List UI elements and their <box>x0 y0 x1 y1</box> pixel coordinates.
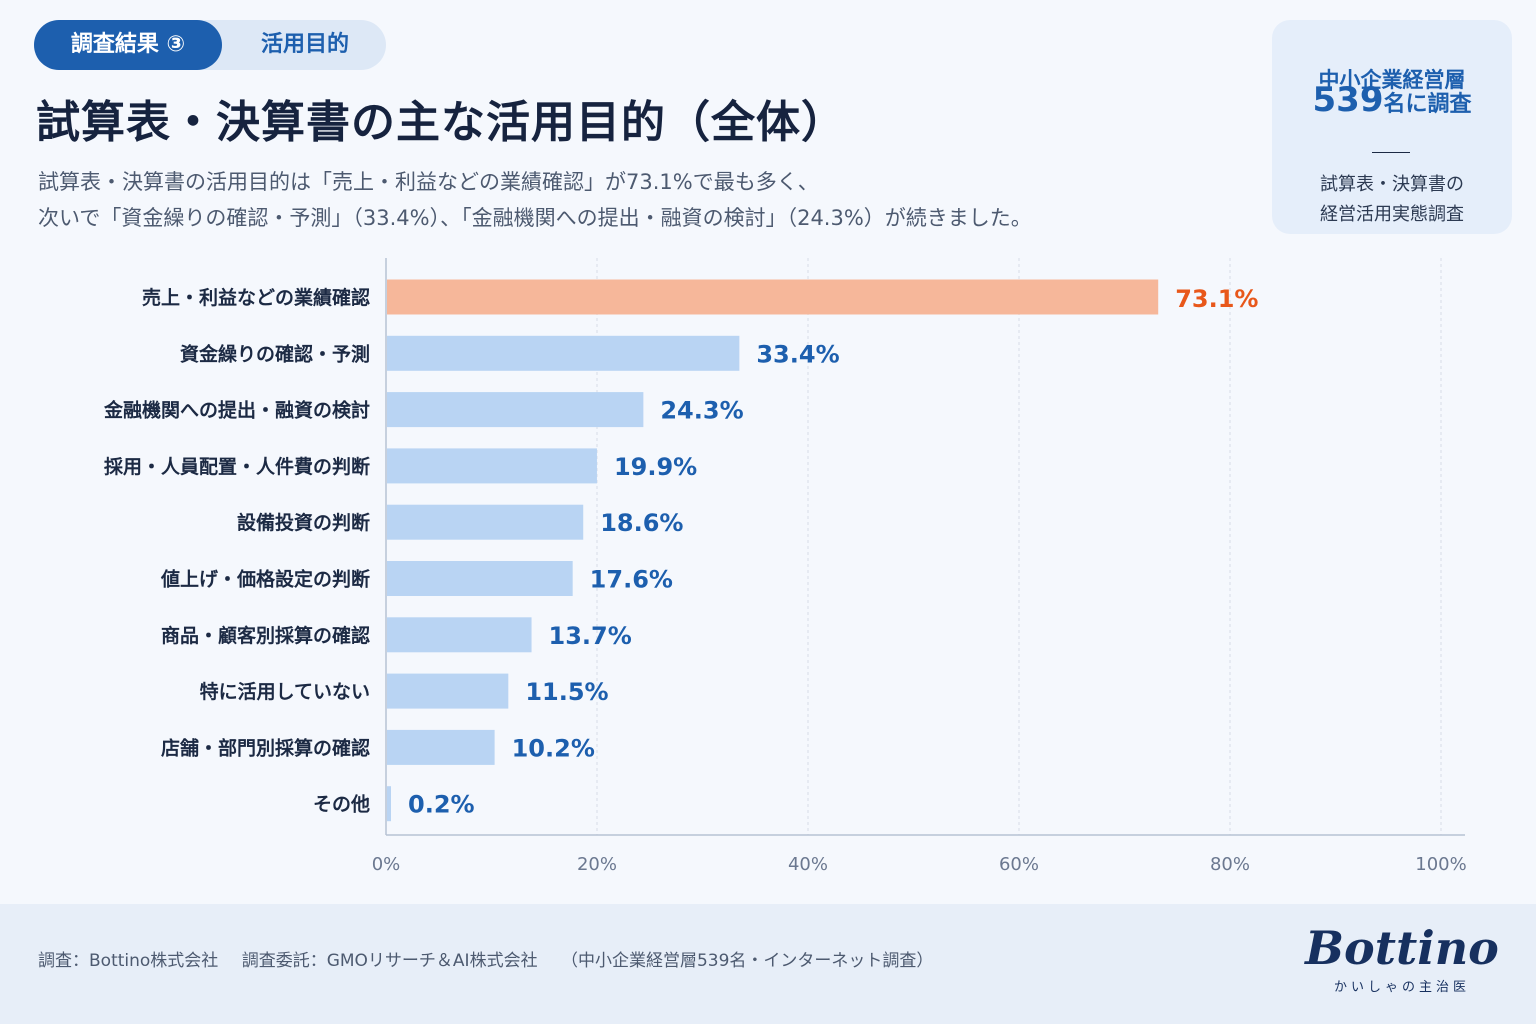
survey-divider <box>1372 152 1410 153</box>
x-tick-label: 40% <box>788 854 828 875</box>
subtitle-line-2: 次いで「資金繰りの確認・予測」（33.4%）、「金融機関への提出・融資の検討」（… <box>38 206 1032 230</box>
footer-credits: 調査：Bottino株式会社 調査委託：GMOリサーチ＆AI株式会社 （中小企業… <box>38 946 951 971</box>
header-tabs: 調査結果 ③ 活用目的 <box>34 20 386 70</box>
brand-tagline: かいしゃの主治医 <box>1333 980 1470 995</box>
category-label: 設備投資の判断 <box>237 511 370 534</box>
value-label: 10.2% <box>512 734 595 762</box>
value-label: 0.2% <box>408 791 475 819</box>
survey-count-suffix: 名に調査 <box>1383 92 1472 117</box>
x-tick-label: 60% <box>999 854 1039 875</box>
bar[interactable] <box>387 392 644 428</box>
tab-survey-result[interactable]: 調査結果 ③ <box>34 20 222 70</box>
value-label: 18.6% <box>600 509 683 537</box>
value-label: 11.5% <box>525 678 608 706</box>
bar[interactable] <box>387 504 584 540</box>
bar[interactable] <box>387 729 495 765</box>
bar[interactable] <box>387 617 532 653</box>
survey-count: 539 <box>1312 80 1384 120</box>
tab-purpose[interactable]: 活用目的 <box>260 32 349 57</box>
survey-count-line: 539名に調査 <box>1272 80 1512 120</box>
survey-title: 試算表・決算書の 経営活用実態調査 <box>1272 170 1512 230</box>
chart-labels: 0% 20% 40% 60% 80% 100% 売上・利益などの業績確認 73.1% 資金繰りの… <box>103 285 1467 875</box>
footer-commission: 調査委託：GMOリサーチ＆AI株式会社 <box>241 951 538 971</box>
brand-name: Bottino <box>1305 921 1499 975</box>
brand-logo[interactable]: Bottino かいしゃの主治医 <box>1300 922 1504 995</box>
x-tick-label: 100% <box>1415 854 1466 875</box>
bar[interactable] <box>387 786 391 822</box>
category-label: 店舗・部門別採算の確認 <box>161 736 370 759</box>
value-label: 13.7% <box>549 622 632 650</box>
x-tick-label: 80% <box>1210 854 1250 875</box>
bar[interactable] <box>387 561 573 596</box>
chart-bars <box>387 279 1159 822</box>
bar[interactable] <box>387 335 740 371</box>
survey-info-box: 中小企業経営層 539名に調査 試算表・決算書の 経営活用実態調査 <box>1272 20 1512 234</box>
category-label: 採用・人員配置・人件費の判断 <box>104 455 370 478</box>
bar[interactable] <box>387 673 509 709</box>
category-label: 値上げ・価格設定の判断 <box>160 568 370 591</box>
survey-title-line-1: 試算表・決算書の <box>1320 174 1464 195</box>
category-label: 金融機関への提出・融資の検討 <box>103 399 370 422</box>
survey-title-line-2: 経営活用実態調査 <box>1320 204 1464 225</box>
footer-note: （中小企業経営層539名・インターネット調査） <box>560 951 934 971</box>
value-label: 17.6% <box>590 566 673 594</box>
value-label: 33.4% <box>756 340 839 368</box>
category-label: 売上・利益などの業績確認 <box>142 286 370 309</box>
category-label: 資金繰りの確認・予測 <box>180 342 370 365</box>
bar[interactable] <box>387 448 597 484</box>
footer: 調査：Bottino株式会社 調査委託：GMOリサーチ＆AI株式会社 （中小企業… <box>0 904 1536 1024</box>
value-label: 19.9% <box>614 453 697 481</box>
page-subtitle: 試算表・決算書の活用目的は「売上・利益などの業績確認」が73.1%で最も多く、 … <box>38 164 1032 236</box>
survey-target: 中小企業経営層 <box>1318 68 1466 92</box>
x-tick-label: 20% <box>577 854 617 875</box>
category-label: 商品・顧客別採算の確認 <box>161 624 370 647</box>
subtitle-line-1: 試算表・決算書の活用目的は「売上・利益などの業績確認」が73.1%で最も多く、 <box>38 170 819 194</box>
value-label: 73.1% <box>1175 285 1258 313</box>
category-label: その他 <box>313 793 370 816</box>
value-label: 24.3% <box>660 397 743 425</box>
x-tick-label: 0% <box>372 854 401 875</box>
bar-chart: 0% 20% 40% 60% 80% 100% 売上・利益などの業績確認 73.1% 資金繰りの… <box>103 258 1467 875</box>
footer-survey: 調査：Bottino株式会社 <box>38 951 219 971</box>
page-title: 試算表・決算書の主な活用目的（全体） <box>36 97 846 148</box>
bar[interactable] <box>387 279 1159 315</box>
category-label: 特に活用していない <box>200 680 370 703</box>
